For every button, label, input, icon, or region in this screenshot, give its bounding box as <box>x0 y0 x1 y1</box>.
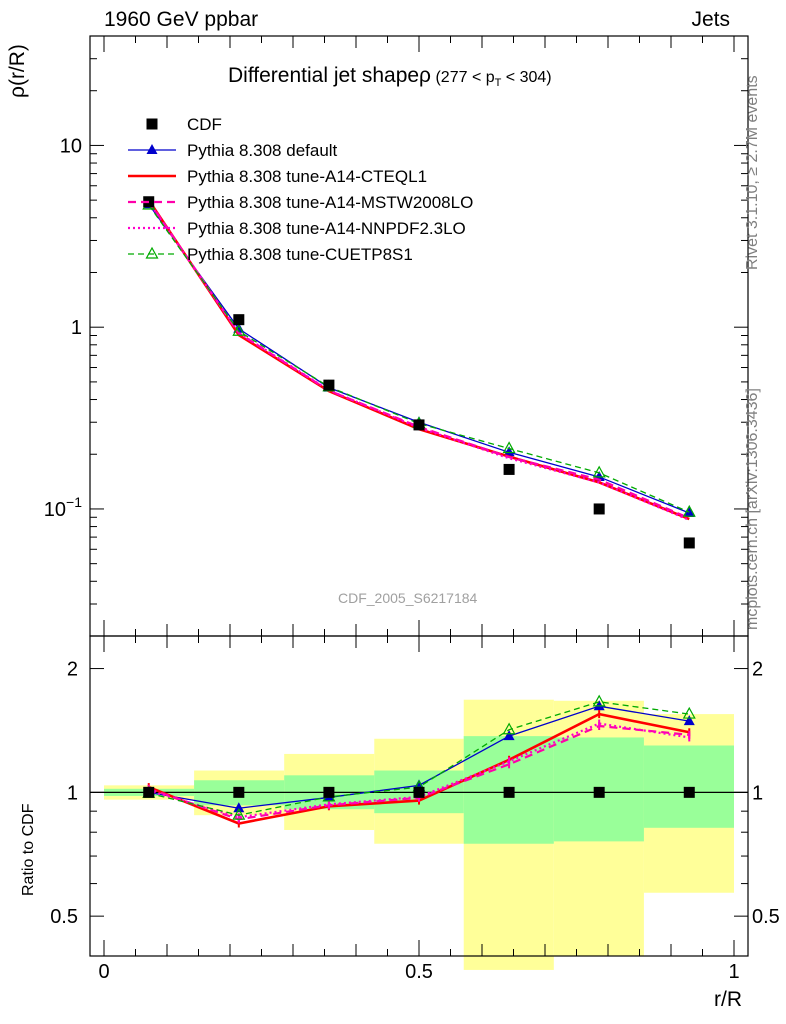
main-y-axis-label: ρ(r/R) <box>6 44 29 98</box>
legend-label: Pythia 8.308 tune-A14-CTEQL1 <box>187 167 427 186</box>
main-y-tick-label: 10−1 <box>44 494 82 521</box>
data-point <box>503 463 515 475</box>
ratio-series-point <box>682 706 696 719</box>
data-point <box>323 379 335 391</box>
ratio-series-point <box>502 722 516 735</box>
ratio-series-point <box>683 715 695 726</box>
ratio-data-point <box>323 786 335 798</box>
ratio-series-point <box>232 807 246 820</box>
series-point <box>503 446 515 457</box>
ratio-series-point <box>592 694 606 707</box>
ratio-y-tick-label-right: 1 <box>752 782 763 804</box>
legend-entry-4: Pythia 8.308 tune-A14-NNPDF2.3LO <box>128 219 466 238</box>
legend-entry-5: Pythia 8.308 tune-CUETP8S1 <box>128 245 413 264</box>
stat-uncertainty-band-bin <box>643 745 734 828</box>
series-point <box>232 323 246 336</box>
ratio-series-point <box>503 730 515 741</box>
series-point <box>682 504 696 517</box>
series-4 <box>147 201 690 521</box>
legend-marker <box>146 118 158 130</box>
series-point <box>592 465 606 478</box>
ratio-y-tick-label-right: 0.5 <box>752 906 780 928</box>
ratio-series-point <box>233 802 245 813</box>
main-y-tick-label-exponent: −1 <box>66 494 82 510</box>
plot-title-range: (277 < pT < 304) <box>435 69 552 90</box>
legend-label: Pythia 8.308 tune-A14-NNPDF2.3LO <box>187 219 466 238</box>
ratio-x-tick-label: 0 <box>98 961 109 983</box>
ratio-y-tick-label: 0.5 <box>50 906 78 928</box>
series-line <box>147 200 690 520</box>
data-point <box>413 419 425 431</box>
legend-label: Pythia 8.308 tune-A14-MSTW2008LO <box>187 193 473 212</box>
main-y-tick-label: 10 <box>60 135 82 157</box>
legend-entry-data: CDF <box>146 115 222 134</box>
ratio-data-point <box>503 786 515 798</box>
legend-label: CDF <box>187 115 222 134</box>
legend-marker <box>146 144 158 154</box>
energy-label: 1960 GeV ppbar <box>104 8 259 31</box>
ratio-data-point <box>143 786 155 798</box>
legend-entry-2: Pythia 8.308 tune-A14-CTEQL1 <box>128 167 427 186</box>
x-axis-label: r/R <box>714 988 742 1011</box>
ratio-series-point <box>593 700 605 711</box>
series-line <box>148 204 690 513</box>
ratio-data-point <box>413 786 425 798</box>
legend-label: Pythia 8.308 default <box>187 141 338 160</box>
rivet-version-label: Rivet 3.1.10, ≥ 2.7M events <box>744 75 761 270</box>
ratio-x-tick-label: 0.5 <box>405 961 433 983</box>
data-point <box>683 537 695 549</box>
series-3 <box>147 200 690 520</box>
plot-title: Differential jet shapeρ (277 < pT < 304) <box>228 64 552 89</box>
ratio-data-point <box>233 786 245 798</box>
ratio-y-tick-label: 2 <box>67 659 78 681</box>
data-point <box>593 503 605 515</box>
legend-entry-1: Pythia 8.308 default <box>128 141 338 160</box>
series-line <box>147 201 690 521</box>
ratio-y-tick-label-right: 2 <box>752 659 763 681</box>
ratio-data-point <box>593 786 605 798</box>
data-series-cdf <box>143 196 695 798</box>
analysis-label: CDF_2005_S6217184 <box>338 590 478 606</box>
plot-title-main: Differential jet shapeρ <box>228 64 432 87</box>
legend-entry-3: Pythia 8.308 tune-A14-MSTW2008LO <box>128 193 473 212</box>
ratio-data-point <box>683 786 695 798</box>
legend-label: Pythia 8.308 tune-CUETP8S1 <box>187 245 413 264</box>
ratio-x-tick-label: 1 <box>728 961 739 983</box>
legend: CDF Pythia 8.308 default Pythia 8.308 tune… <box>128 115 473 264</box>
legend-marker <box>145 246 159 259</box>
main-y-tick-label: 1 <box>71 317 82 339</box>
mcplots-label: mcplots.cern.ch [arXiv:1306.3436] <box>744 388 761 630</box>
group-label: Jets <box>691 8 730 31</box>
ratio-y-axis-label: Ratio to CDF <box>20 803 37 896</box>
ratio-y-tick-label: 1 <box>67 782 78 804</box>
series-point <box>502 441 516 454</box>
data-point <box>233 314 245 326</box>
